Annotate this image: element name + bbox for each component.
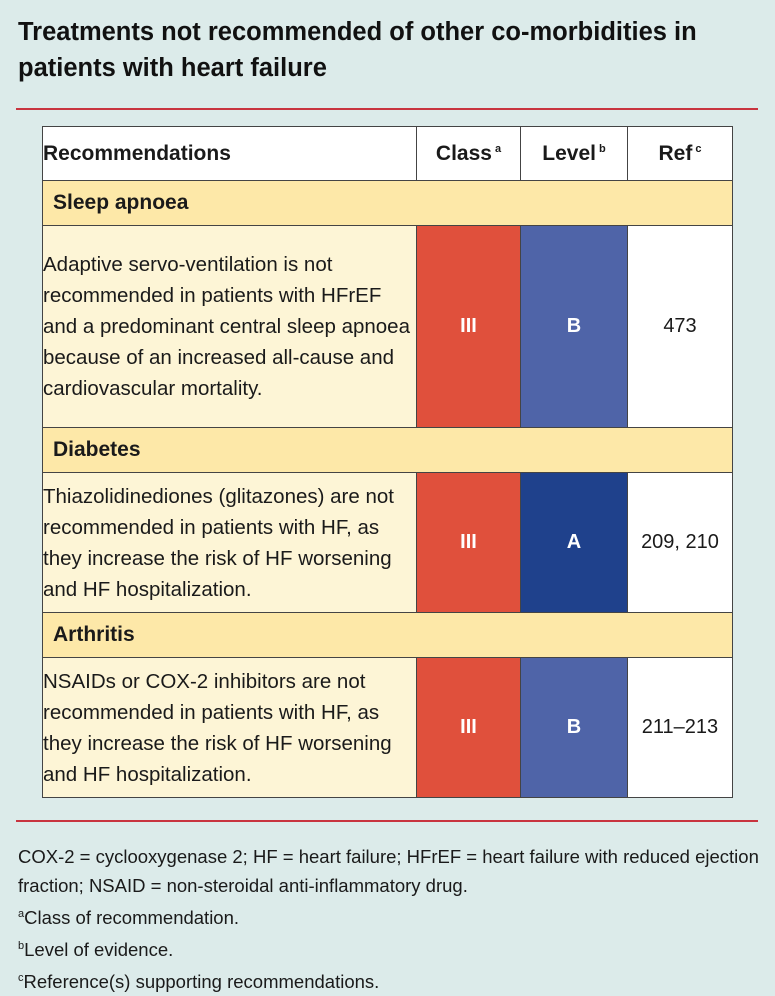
header-recommendations: Recommendations [42,126,417,181]
page-title: Treatments not recommended of other co-m… [18,18,697,82]
header-ref-sup: c [695,142,702,155]
header-class: Class a [416,126,521,181]
ref-cell: 211–213 [627,657,733,798]
table-row: Adaptive servo-ventilation is not recomm… [42,225,733,428]
header-level-sup: b [598,142,606,155]
section-row-diabetes: Diabetes [42,427,733,473]
level-cell: B [520,225,628,428]
level-cell: A [520,472,628,613]
table-row: NSAIDs or COX-2 inhibitors are not recom… [42,657,733,798]
section-row-sleep-apnoea: Sleep apnoea [42,180,733,226]
top-divider [16,108,758,110]
section-title: Arthritis [42,612,733,658]
recommendations-table: Recommendations Class a Level b Ref c Sleep… [42,126,733,798]
ref-cell: 209, 210 [627,472,733,613]
header-level: Level b [520,126,628,181]
bottom-divider [16,820,758,822]
header-class-sup: a [494,142,502,155]
level-cell: B [520,657,628,798]
footnote-b: bLevel of evidence. [18,939,174,961]
section-title: Sleep apnoea [42,180,733,226]
table-row: Thiazolidinediones (glitazones) are not … [42,472,733,613]
recommendation-text: NSAIDs or COX-2 inhibitors are not recom… [42,657,417,798]
abbreviations: COX-2 = cyclooxygenase 2; HF = heart fai… [18,846,759,896]
footnote-a: aClass of recommendation. [18,907,240,929]
footnote-c: cReference(s) supporting recommendations… [18,971,380,993]
table-header-row: Recommendations Class a Level b Ref c [42,126,733,181]
recommendation-text: Adaptive servo-ventilation is not recomm… [42,225,417,428]
recommendation-text: Thiazolidinediones (glitazones) are not … [42,472,417,613]
class-cell: III [416,472,521,613]
footnotes: COX-2 = cyclooxygenase 2; HF = heart fai… [18,842,763,996]
section-row-arthritis: Arthritis [42,612,733,658]
section-title: Diabetes [42,427,733,473]
ref-cell: 473 [627,225,733,428]
class-cell: III [416,657,521,798]
class-cell: III [416,225,521,428]
header-ref: Ref c [627,126,733,181]
